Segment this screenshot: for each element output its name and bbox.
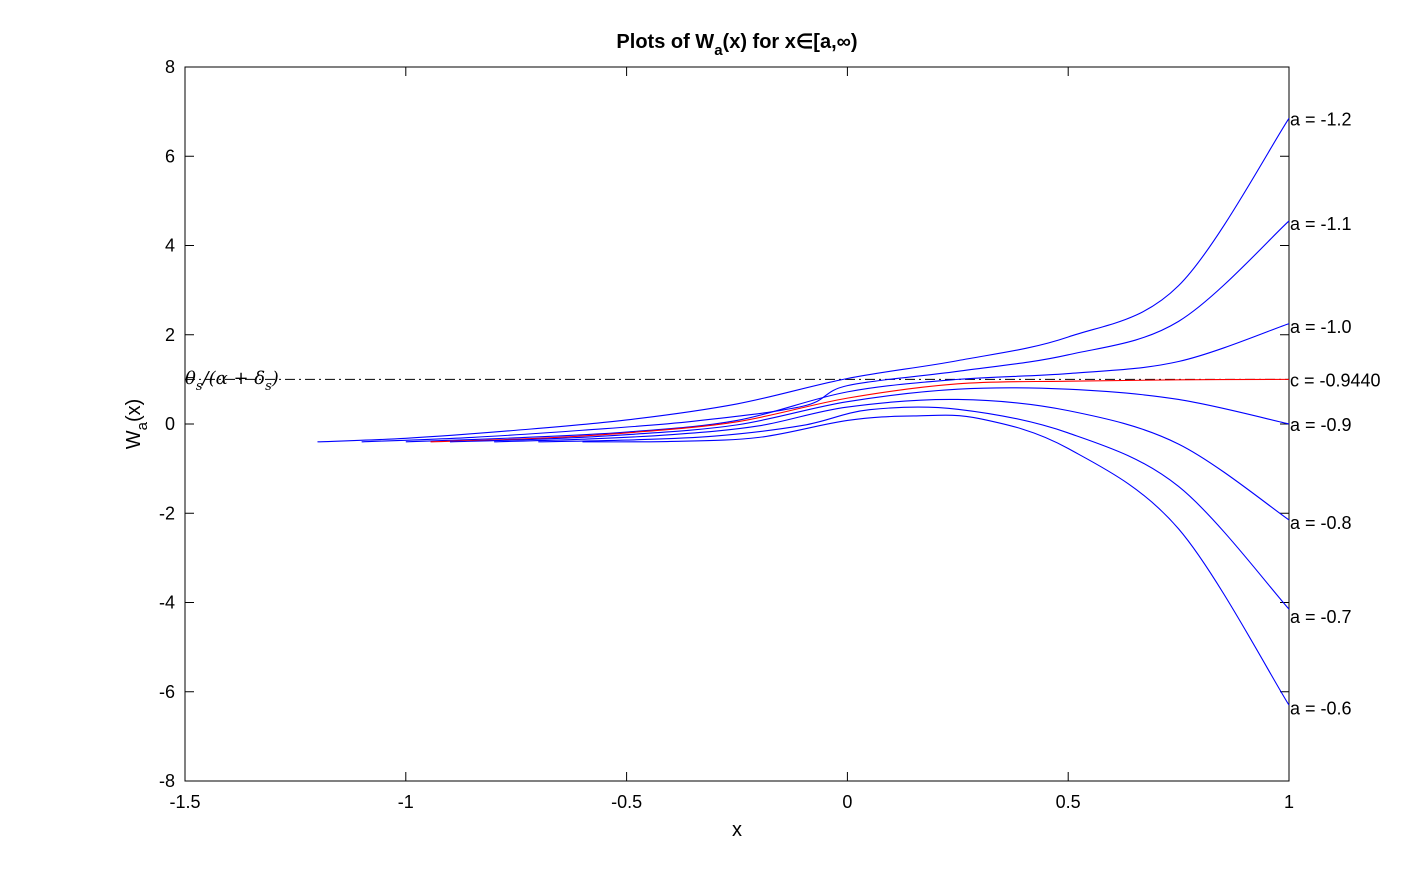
y-tick-label: 4 [165,236,175,256]
x-tick-label: -1 [398,792,414,812]
plot-area [184,66,1290,782]
y-tick-label: 8 [165,57,175,77]
x-tick-label: -0.5 [611,792,642,812]
y-tick-label: -4 [159,593,175,613]
curve-label-3: c = -0.9440 [1290,370,1381,390]
labels-layer: -1.5 -1 -0.5 0 0.5 1 -8 -6 -4 -2 0 2 4 6 8 a = -1.2 a = … [159,57,1381,812]
series-line-1 [361,220,1290,443]
y-tick-label: -8 [159,771,175,791]
chart-title: Plots of Wa(x) for x∈[a,∞) [616,31,857,59]
series-line-4 [449,387,1290,443]
series-line-7 [582,414,1290,706]
series-line-6 [538,406,1290,610]
x-tick-label: 0 [842,792,852,812]
curve-label-4: a = -0.9 [1290,415,1352,435]
curve-label-6: a = -0.7 [1290,607,1352,627]
y-tick-label: -6 [159,682,175,702]
x-axis-label: x [732,819,742,841]
series-line-2 [405,323,1290,443]
plot-frame [184,66,1290,782]
curve-label-0: a = -1.2 [1290,109,1352,129]
y-tick-label: 2 [165,325,175,345]
series-layer [185,118,1290,706]
x-tick-label: 1 [1284,792,1294,812]
y-axis-label: Wa(x) [123,399,151,450]
y-tick-label: 6 [165,146,175,166]
x-tick-label: 0.5 [1056,792,1081,812]
reference-line-label: θs/(α + δs) [185,368,279,394]
y-tick-label: 0 [165,414,175,434]
curve-label-1: a = -1.1 [1290,214,1352,234]
series-line-3 [430,378,1290,443]
curve-label-7: a = -0.6 [1290,698,1352,718]
y-tick-label: -2 [159,503,175,523]
curve-label-2: a = -1.0 [1290,317,1352,337]
x-tick-label: -1.5 [169,792,200,812]
curve-label-5: a = -0.8 [1290,513,1352,533]
series-line-0 [317,118,1290,443]
series-line-5 [494,398,1290,521]
